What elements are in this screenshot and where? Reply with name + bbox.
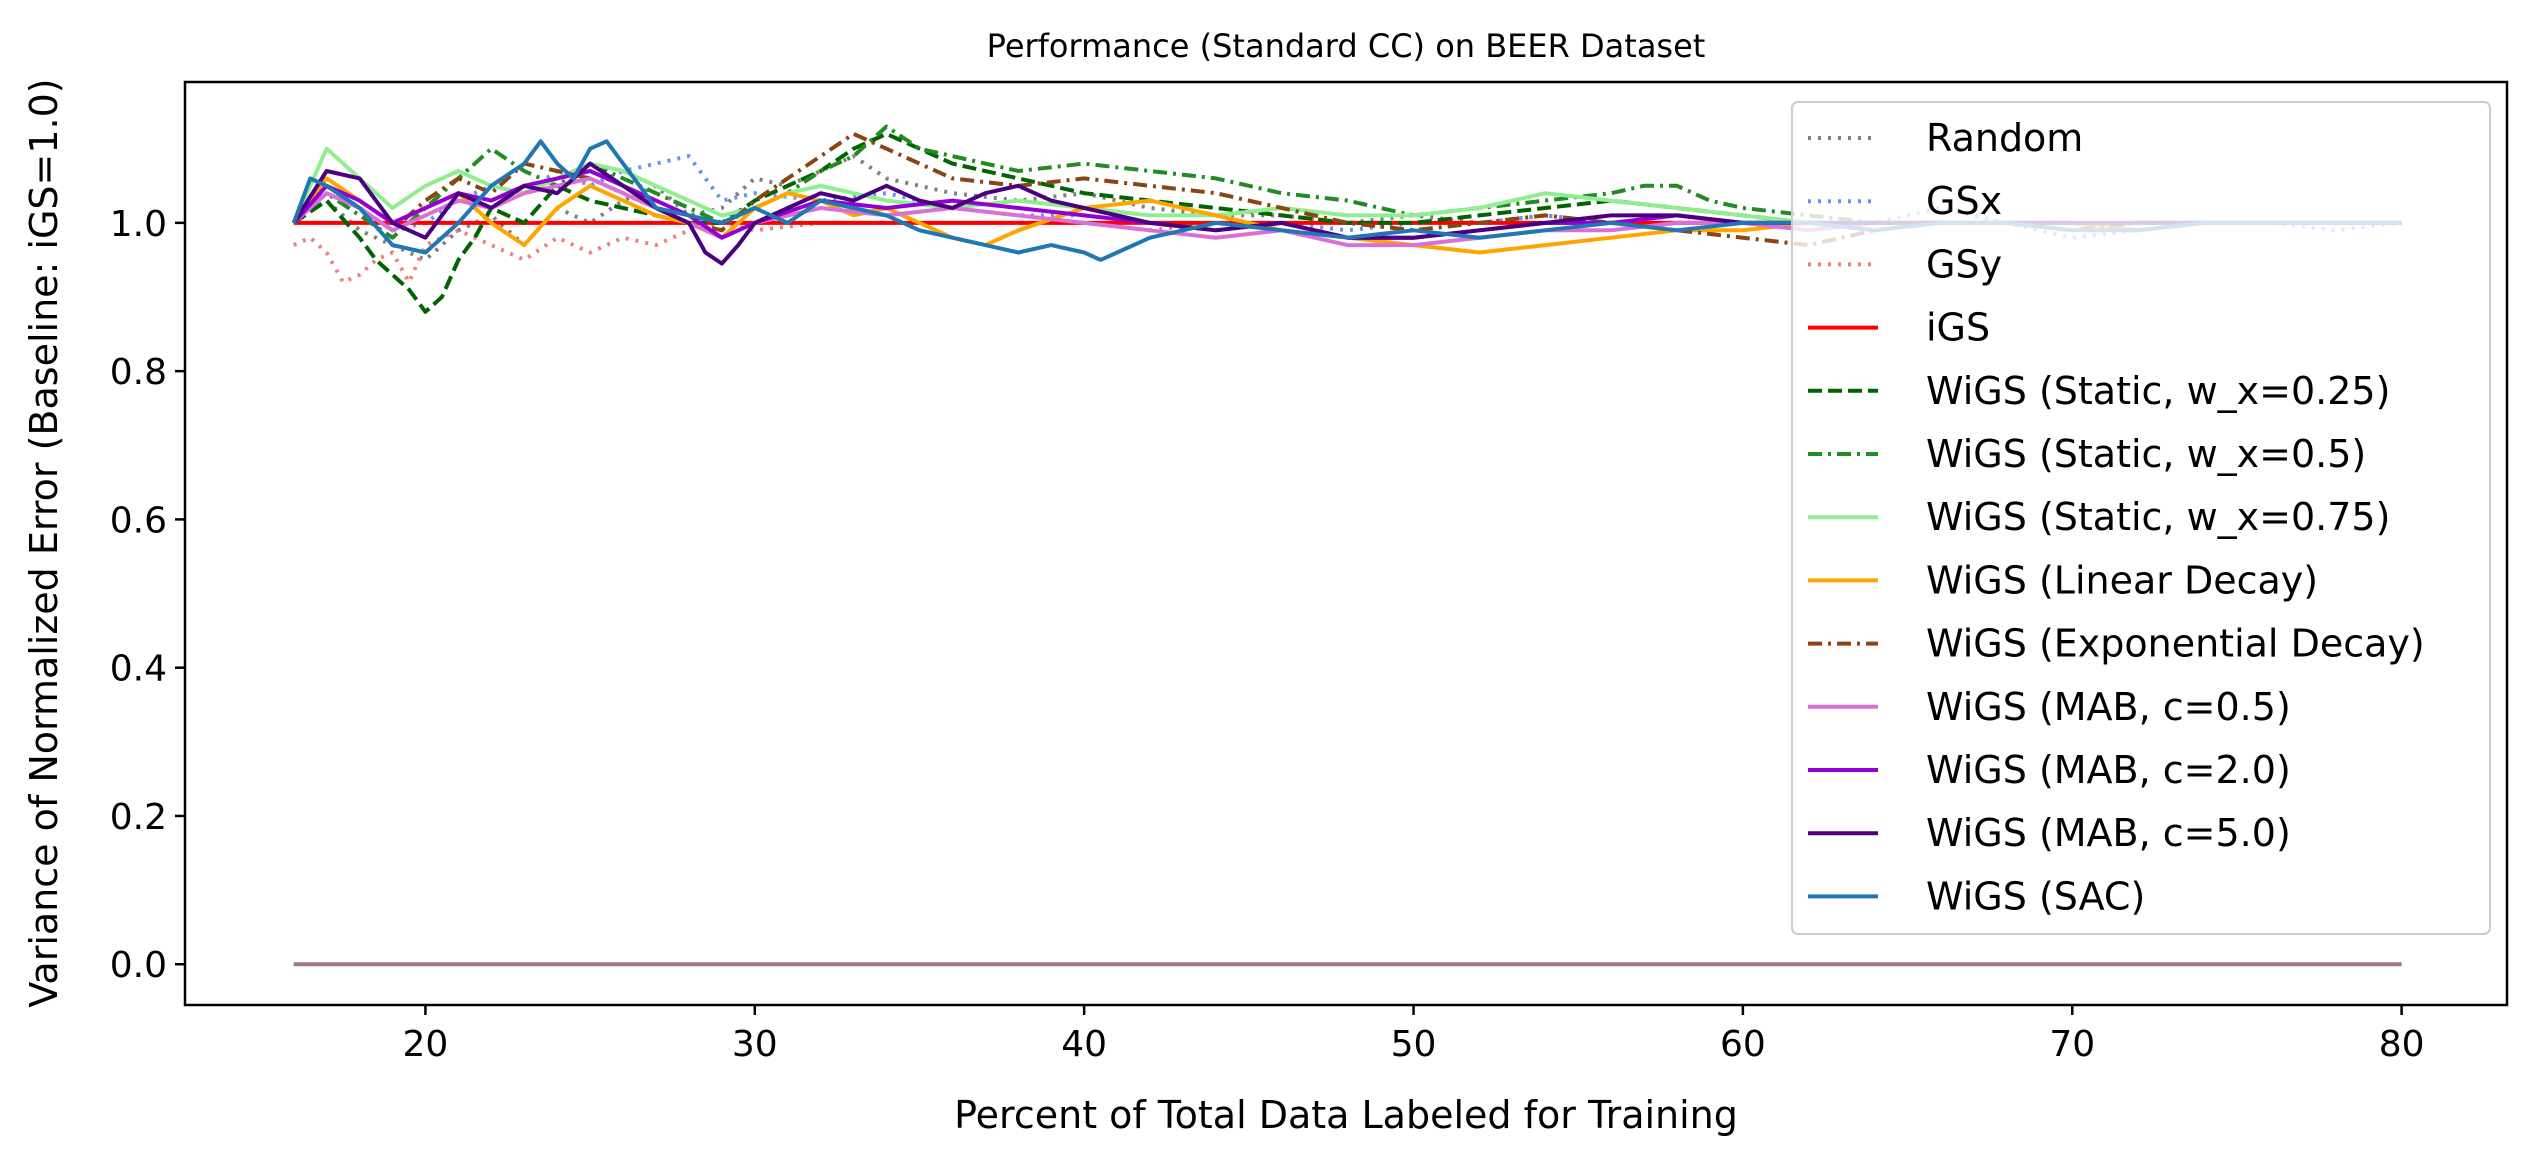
- y-tick-label: 0.4: [110, 649, 167, 690]
- y-tick-label: 0.6: [110, 500, 167, 541]
- legend-label: WiGS (MAB, c=5.0): [1926, 811, 2291, 855]
- legend-label: WiGS (Static, w_x=0.25): [1926, 369, 2390, 413]
- legend-label: WiGS (MAB, c=2.0): [1926, 748, 2291, 792]
- x-axis: 20 30 40 50 60 70 80: [403, 1005, 2425, 1065]
- legend-label: WiGS (Exponential Decay): [1926, 622, 2425, 666]
- x-tick-label: 50: [1391, 1024, 1437, 1065]
- x-axis-label: Percent of Total Data Labeled for Traini…: [954, 1093, 1738, 1137]
- legend-label: GSy: [1926, 242, 2002, 286]
- x-tick-label: 40: [1061, 1024, 1107, 1065]
- chart-title: Performance (Standard CC) on BEER Datase…: [987, 27, 1706, 65]
- legend-label: iGS: [1926, 306, 1990, 350]
- x-tick-label: 60: [1720, 1024, 1766, 1065]
- y-tick-label: 0.0: [110, 945, 167, 986]
- legend: Random GSx GSy iGS WiGS (Static, w_x=0.25) Wi…: [1791, 101, 2491, 935]
- legend-label: WiGS (MAB, c=0.5): [1926, 685, 2291, 729]
- legend-label: WiGS (Linear Decay): [1926, 558, 2318, 602]
- y-tick-label: 0.2: [110, 797, 167, 838]
- legend-label: Random: [1926, 116, 2083, 160]
- y-axis: 0.0 0.2 0.4 0.6 0.8 1.0: [110, 204, 185, 986]
- x-tick-label: 80: [2379, 1024, 2425, 1065]
- legend-label: WiGS (SAC): [1926, 874, 2145, 918]
- legend-label: GSx: [1926, 179, 2002, 223]
- legend-box: [1791, 101, 2491, 935]
- x-tick-label: 30: [732, 1024, 778, 1065]
- y-tick-label: 0.8: [110, 352, 167, 393]
- plot-frame: [183, 80, 2509, 1007]
- legend-label: WiGS (Static, w_x=0.5): [1926, 432, 2366, 476]
- x-tick-label: 70: [2049, 1024, 2095, 1065]
- x-tick-label: 20: [403, 1024, 449, 1065]
- legend-label: WiGS (Static, w_x=0.75): [1926, 495, 2390, 539]
- y-tick-label: 1.0: [110, 204, 167, 245]
- y-axis-label: Variance of Normalized Error (Baseline: …: [22, 78, 66, 1007]
